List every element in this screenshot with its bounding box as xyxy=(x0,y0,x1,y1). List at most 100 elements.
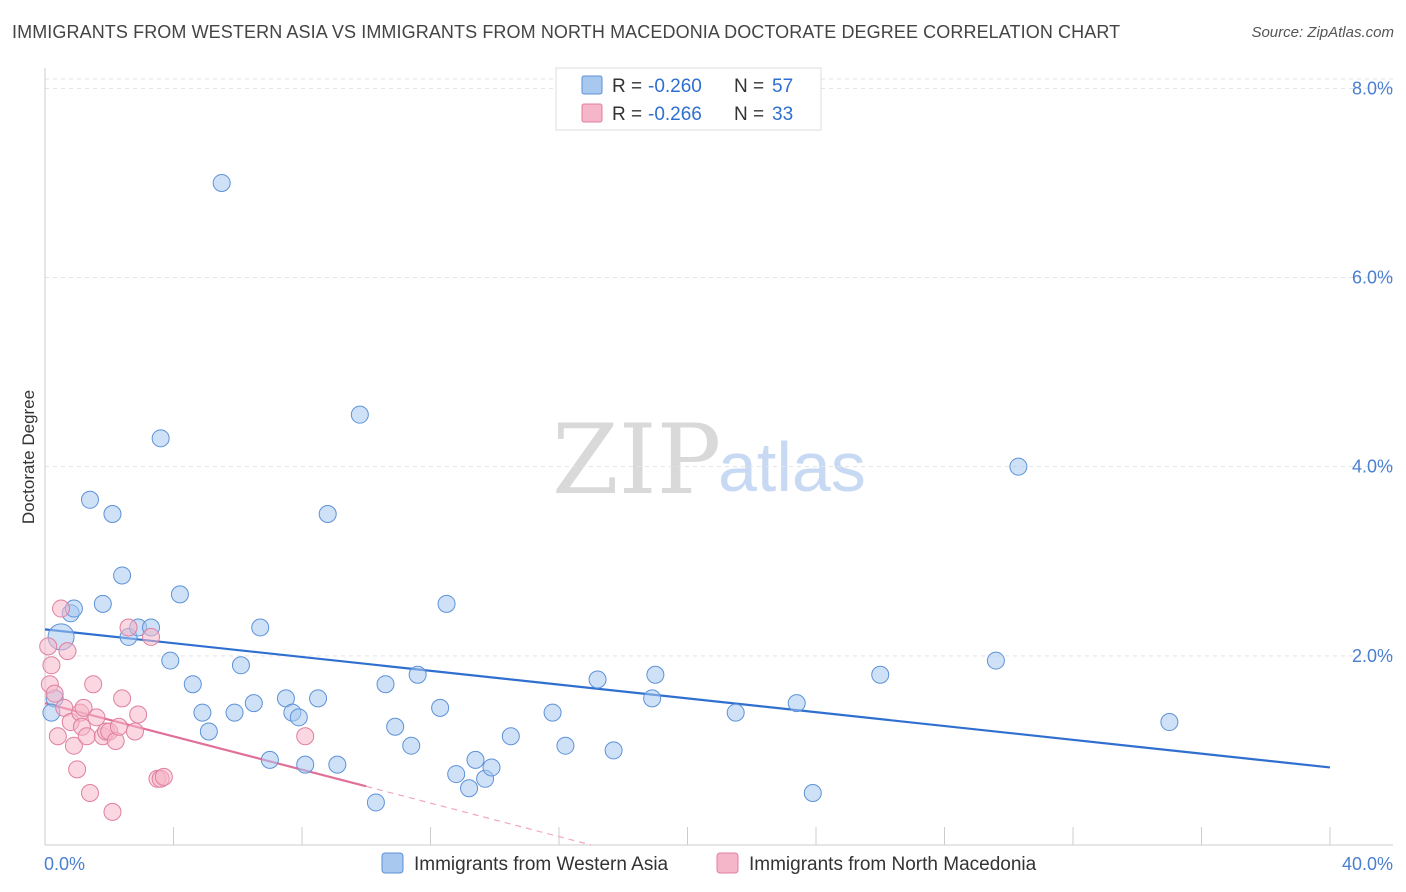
point-western-asia xyxy=(350,405,369,424)
point-western-asia xyxy=(244,694,263,713)
y-tick-label: 2.0% xyxy=(1352,646,1393,666)
point-western-asia xyxy=(402,736,421,755)
point-western-asia xyxy=(986,651,1005,670)
point-north-macedonia xyxy=(129,705,148,724)
point-western-asia xyxy=(366,793,385,812)
point-western-asia xyxy=(1160,713,1179,732)
y-axis-title: Doctorate Degree xyxy=(19,390,38,524)
point-western-asia xyxy=(501,727,520,746)
point-western-asia xyxy=(231,656,250,675)
point-western-asia xyxy=(296,755,315,774)
point-north-macedonia xyxy=(64,736,83,755)
point-north-macedonia xyxy=(154,767,173,786)
legend-n-label-2: N = xyxy=(734,104,764,125)
point-north-macedonia xyxy=(42,656,61,675)
point-western-asia xyxy=(604,741,623,760)
point-north-macedonia xyxy=(80,783,99,802)
grid-lines xyxy=(45,78,1393,657)
point-north-macedonia xyxy=(142,627,161,646)
point-western-asia xyxy=(309,689,328,708)
point-western-asia xyxy=(113,566,132,585)
point-western-asia xyxy=(431,698,450,717)
point-western-asia xyxy=(482,758,501,777)
bottom-legend: Immigrants from Western Asia Immigrants … xyxy=(381,852,1037,875)
point-western-asia xyxy=(556,736,575,755)
point-western-asia xyxy=(318,504,337,523)
y-tick-label: 4.0% xyxy=(1352,457,1393,477)
point-north-macedonia xyxy=(113,689,132,708)
point-north-macedonia xyxy=(87,708,106,727)
point-western-asia xyxy=(251,618,270,637)
point-western-asia xyxy=(643,689,662,708)
point-western-asia xyxy=(328,755,347,774)
point-western-asia xyxy=(1009,457,1028,476)
point-western-asia xyxy=(447,765,466,784)
point-western-asia xyxy=(151,429,170,448)
point-western-asia xyxy=(460,779,479,798)
point-north-macedonia xyxy=(39,637,58,656)
point-western-asia xyxy=(260,750,279,769)
bottom-legend-label-western-asia: Immigrants from Western Asia xyxy=(414,854,669,875)
point-north-macedonia xyxy=(58,642,77,661)
trend-line-western-asia xyxy=(44,628,1331,769)
point-north-macedonia xyxy=(109,717,128,736)
point-western-asia xyxy=(80,490,99,509)
chart-title: IMMIGRANTS FROM WESTERN ASIA VS IMMIGRAN… xyxy=(12,22,1121,42)
bottom-legend-label-north-macedonia: Immigrants from North Macedonia xyxy=(749,854,1037,875)
point-north-macedonia xyxy=(48,727,67,746)
point-western-asia xyxy=(408,665,427,684)
point-western-asia xyxy=(466,750,485,769)
point-north-macedonia xyxy=(103,802,122,821)
point-western-asia xyxy=(193,703,212,722)
bottom-legend-swatch-western-asia xyxy=(381,852,404,874)
legend: R = -0.260 N = 57 R = -0.266 N = 33 xyxy=(555,67,822,131)
data-points xyxy=(39,173,1179,821)
legend-r-label-2: R = xyxy=(612,104,642,125)
point-western-asia xyxy=(225,703,244,722)
point-north-macedonia xyxy=(296,727,315,746)
point-western-asia xyxy=(199,722,218,741)
point-north-macedonia xyxy=(74,698,93,717)
x-ticks xyxy=(44,827,1331,845)
point-western-asia xyxy=(103,504,122,523)
point-western-asia xyxy=(437,594,456,613)
point-north-macedonia xyxy=(84,675,103,694)
point-north-macedonia xyxy=(45,684,64,703)
watermark: ZIP atlas xyxy=(552,404,866,516)
point-north-macedonia xyxy=(77,727,96,746)
point-western-asia xyxy=(646,665,665,684)
y-tick-label: 8.0% xyxy=(1352,78,1393,98)
trend-line-extension xyxy=(366,785,592,846)
point-western-asia xyxy=(183,675,202,694)
legend-r-label-1: R = xyxy=(612,76,642,97)
point-western-asia xyxy=(386,717,405,736)
point-western-asia xyxy=(871,665,890,684)
point-north-macedonia xyxy=(68,760,87,779)
legend-n-value-2: 33 xyxy=(772,104,793,125)
point-western-asia xyxy=(787,694,806,713)
point-western-asia xyxy=(376,675,395,694)
source-label: Source: ZipAtlas.com xyxy=(1251,24,1394,41)
bottom-legend-swatch-north-macedonia xyxy=(716,852,739,874)
point-western-asia xyxy=(803,783,822,802)
point-western-asia xyxy=(161,651,180,670)
legend-swatch-north-macedonia xyxy=(581,103,603,123)
y-tick-label: 6.0% xyxy=(1352,268,1393,288)
x-tick-label-max: 40.0% xyxy=(1342,854,1393,874)
x-tick-label-min: 0.0% xyxy=(44,854,85,874)
point-western-asia xyxy=(289,708,308,727)
legend-r-value-1: -0.260 xyxy=(648,76,702,97)
point-western-asia xyxy=(726,703,745,722)
point-north-macedonia xyxy=(125,722,144,741)
point-western-asia xyxy=(170,585,189,604)
point-western-asia xyxy=(588,670,607,689)
legend-swatch-western-asia xyxy=(581,75,603,95)
point-western-asia xyxy=(93,594,112,613)
y-tick-labels: 2.0% 4.0% 6.0% 8.0% xyxy=(1352,78,1393,665)
watermark-zip: ZIP xyxy=(552,404,721,516)
point-western-asia xyxy=(212,173,231,192)
point-western-asia xyxy=(543,703,562,722)
legend-r-value-2: -0.266 xyxy=(648,104,702,125)
legend-n-label-1: N = xyxy=(734,76,764,97)
